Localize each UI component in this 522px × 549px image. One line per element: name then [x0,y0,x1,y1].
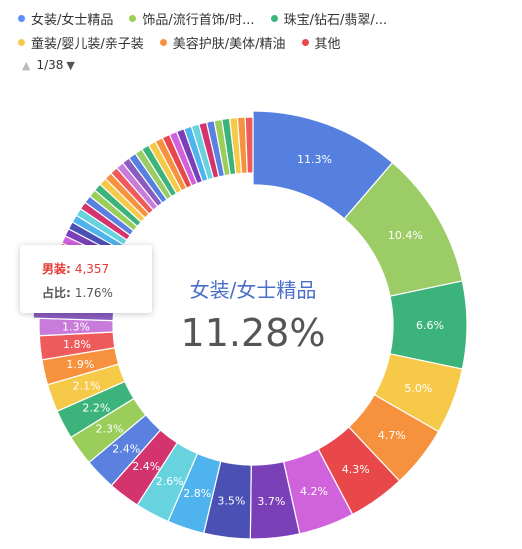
pager-next-icon[interactable]: ▼ [66,58,75,72]
slice-label: 6.6% [416,319,444,332]
slice-label: 4.7% [378,429,406,442]
legend-label: 美容护肤/美体/精油 [172,36,286,52]
legend-label: 珠宝/钻石/翡翠/... [283,12,388,28]
slice-label: 2.3% [96,423,124,436]
legend-item[interactable]: 其他 [301,33,341,52]
slice-label: 1.3% [62,321,90,334]
labels-group: 11.3% 10.4% 6.6% 5.0% 4.7% 4.3% 4.2% 3.7% 3.5% 2.… [62,153,444,508]
slice-label: 2.4% [132,460,160,473]
slice-label: 11.3% [297,153,332,166]
slice-label: 2.2% [82,401,110,414]
slice-label: 4.3% [342,463,370,476]
tooltip-share-row: 占比: 1.76% [42,284,113,301]
legend-item[interactable]: 女装/女士精品 [18,9,113,28]
legend-dot-icon [159,38,167,46]
legend-dot-icon [301,38,309,46]
slice-label: 2.1% [73,379,101,392]
legend-label: 童装/婴儿装/亲子装 [31,36,144,52]
center-percent: 11.28% [181,311,326,355]
legend-item[interactable]: 珠宝/钻石/翡翠/... [270,9,388,28]
legend-item[interactable]: 美容护肤/美体/精油 [159,33,286,52]
legend-label: 女装/女士精品 [31,12,114,28]
slice-label: 4.2% [300,485,328,498]
legend-item[interactable]: 童装/婴儿装/亲子装 [18,33,144,52]
tooltip: 男装: 4,357 占比: 1.76% [20,245,152,313]
legend-dot-icon [129,14,137,22]
legend-dot-icon [18,38,25,46]
slice-label: 1.9% [66,358,94,371]
pager-text: 1/38 [36,58,64,72]
slice-label: 2.8% [183,487,211,500]
small-slice[interactable] [244,116,254,174]
tooltip-name-label: 男装: [42,262,71,276]
legend-item[interactable]: 饰品/流行首饰/时... [129,9,255,28]
slices-group [32,110,468,540]
slice-label: 2.4% [112,443,140,456]
legend: 女装/女士精品 饰品/流行首饰/时... 珠宝/钻石/翡翠/... 童装/婴儿装/亲子… [18,6,518,54]
slice-label: 10.4% [388,229,423,242]
center-category: 女装/女士精品 [190,278,317,302]
tooltip-share-value: 1.76% [74,286,113,300]
slice-label: 3.7% [257,495,285,508]
tooltip-name-row: 男装: 4,357 [42,260,109,277]
pager-prev-icon[interactable]: ▲ [22,58,31,72]
legend-dot-icon [18,14,25,22]
legend-label: 其他 [314,36,341,52]
legend-pager: ▲ 1/38 ▼ [22,58,75,72]
tooltip-share-label: 占比: [42,286,71,300]
slice-label: 1.8% [63,338,91,351]
tooltip-name-value: 4,357 [74,262,110,276]
slice-label: 3.5% [217,495,245,508]
slice-label: 2.6% [156,475,184,488]
slice-label: 5.0% [404,382,432,395]
legend-label: 饰品/流行首饰/时... [142,12,255,28]
legend-dot-icon [270,14,278,22]
